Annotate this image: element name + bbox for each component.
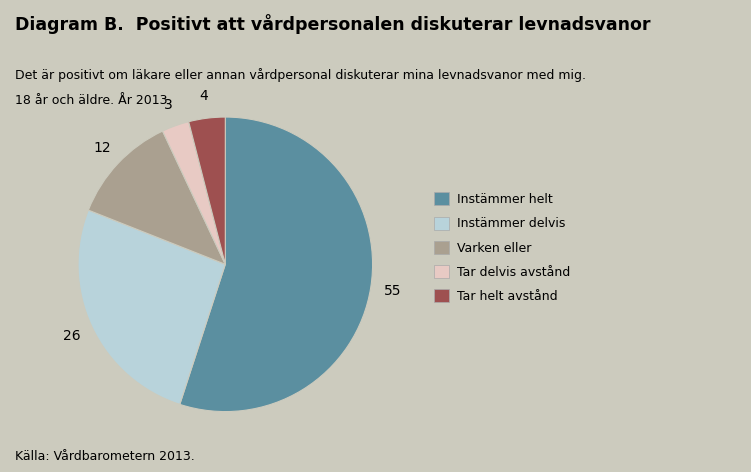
Wedge shape (179, 117, 372, 412)
Text: 55: 55 (384, 284, 401, 298)
Legend: Instämmer helt, Instämmer delvis, Varken eller, Tar delvis avstånd, Tar helt avs: Instämmer helt, Instämmer delvis, Varken… (434, 193, 570, 303)
Wedge shape (89, 131, 225, 264)
Text: 18 år och äldre. År 2013.: 18 år och äldre. År 2013. (15, 94, 171, 108)
Wedge shape (78, 210, 225, 405)
Text: 3: 3 (164, 98, 172, 112)
Text: 4: 4 (200, 89, 209, 103)
Text: Det är positivt om läkare eller annan vårdpersonal diskuterar mina levnadsvanor : Det är positivt om läkare eller annan vå… (15, 68, 586, 83)
Text: Källa: Vårdbarometern 2013.: Källa: Vårdbarometern 2013. (15, 449, 195, 463)
Text: Diagram B.  Positivt att vårdpersonalen diskuterar levnadsvanor: Diagram B. Positivt att vårdpersonalen d… (15, 14, 650, 34)
Text: 26: 26 (63, 329, 81, 344)
Wedge shape (163, 122, 225, 264)
Wedge shape (189, 117, 225, 264)
Text: 12: 12 (93, 142, 110, 155)
